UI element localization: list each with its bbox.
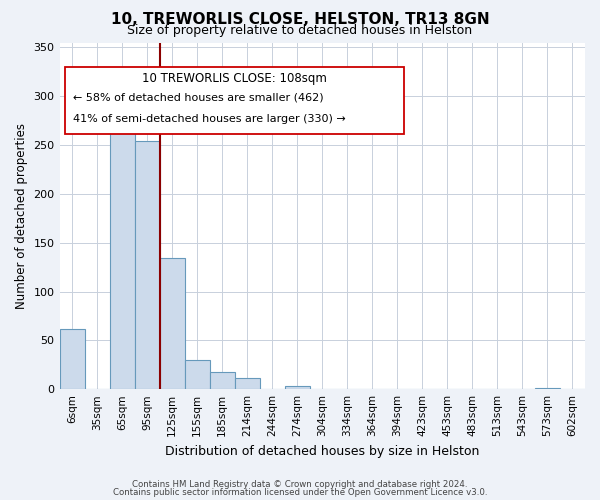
Text: Contains public sector information licensed under the Open Government Licence v3: Contains public sector information licen…: [113, 488, 487, 497]
Bar: [59, 328, 85, 389]
Bar: [110, 105, 134, 389]
Bar: [134, 141, 160, 389]
Text: 10 TREWORLIS CLOSE: 108sqm: 10 TREWORLIS CLOSE: 108sqm: [142, 72, 326, 85]
Bar: [285, 386, 310, 389]
Text: Contains HM Land Registry data © Crown copyright and database right 2024.: Contains HM Land Registry data © Crown c…: [132, 480, 468, 489]
X-axis label: Distribution of detached houses by size in Helston: Distribution of detached houses by size …: [165, 444, 479, 458]
Bar: [535, 388, 560, 389]
Text: 10, TREWORLIS CLOSE, HELSTON, TR13 8GN: 10, TREWORLIS CLOSE, HELSTON, TR13 8GN: [110, 12, 490, 28]
Text: ← 58% of detached houses are smaller (462): ← 58% of detached houses are smaller (46…: [73, 93, 323, 103]
Y-axis label: Number of detached properties: Number of detached properties: [15, 123, 28, 309]
Text: 41% of semi-detached houses are larger (330) →: 41% of semi-detached houses are larger (…: [73, 114, 346, 124]
Bar: [209, 372, 235, 389]
FancyBboxPatch shape: [65, 67, 404, 134]
Text: Size of property relative to detached houses in Helston: Size of property relative to detached ho…: [127, 24, 473, 37]
Bar: [185, 360, 209, 389]
Bar: [160, 258, 185, 389]
Bar: [235, 378, 260, 389]
